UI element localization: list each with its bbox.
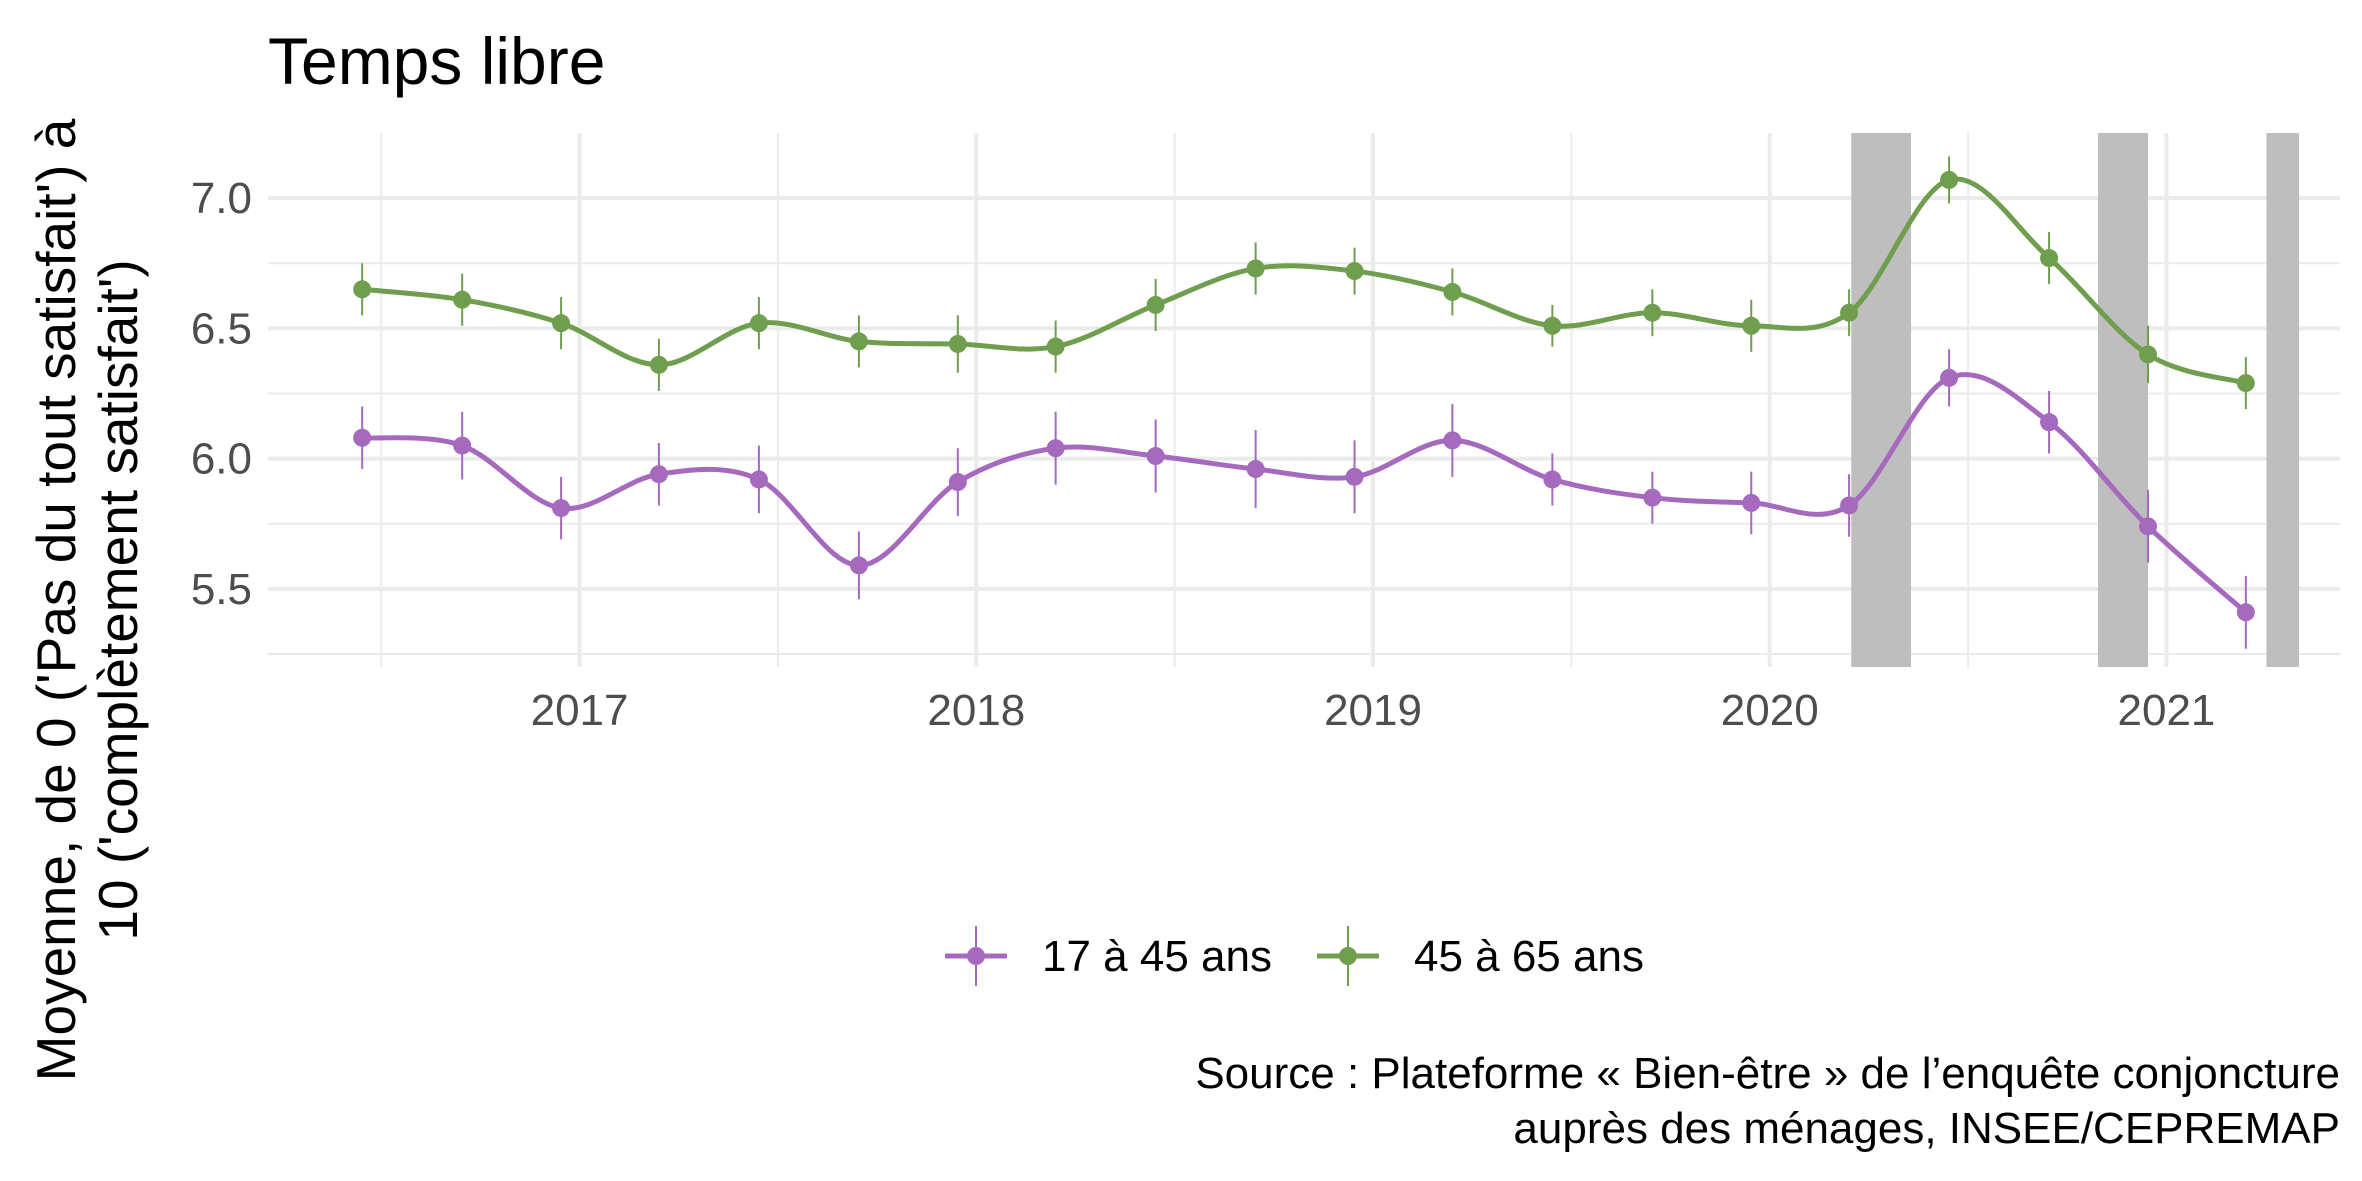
x-tick-label: 2021 — [2118, 686, 2216, 735]
data-point — [2040, 249, 2059, 268]
data-point — [948, 473, 967, 492]
data-point — [1345, 262, 1364, 281]
x-tick-label: 2019 — [1324, 686, 1422, 735]
data-point — [1742, 316, 1761, 335]
caption-line-1: Source : Plateforme « Bien-être » de l’e… — [1195, 1049, 2340, 1098]
data-point — [849, 332, 868, 351]
shaded-period — [2266, 133, 2300, 667]
data-point — [1940, 170, 1959, 189]
y-axis-label: Moyenne, de 0 ('Pas du tout satisfait') … — [25, 118, 149, 1081]
legend-label: 45 à 65 ans — [1414, 932, 1644, 981]
shaded-period — [1851, 133, 1912, 667]
y-tick-label: 6.5 — [191, 304, 252, 353]
data-point — [1742, 493, 1761, 512]
data-point — [749, 470, 768, 489]
data-point — [2236, 374, 2255, 393]
legend-label: 17 à 45 ans — [1042, 932, 1272, 981]
series-2 — [353, 156, 2255, 410]
data-point — [552, 499, 571, 518]
chart-title: Temps libre — [268, 24, 605, 98]
series-1 — [353, 349, 2255, 649]
data-point — [353, 280, 372, 299]
data-point — [1246, 460, 1265, 479]
data-point — [1443, 282, 1462, 301]
legend-key-point — [967, 947, 985, 965]
data-point — [1840, 303, 1859, 322]
caption-line-2: auprès des ménages, INSEE/CEPREMAP — [1513, 1104, 2340, 1153]
legend: 17 à 45 ans 45 à 65 ans — [945, 926, 1644, 986]
data-point — [1643, 488, 1662, 507]
data-point — [1443, 431, 1462, 450]
x-tick-label: 2020 — [1721, 686, 1819, 735]
x-tick-label: 2018 — [927, 686, 1025, 735]
data-point — [2236, 603, 2255, 622]
y-axis-label-line-2: 10 ('complètement satisfait') — [87, 259, 149, 940]
y-tick-label: 5.5 — [191, 565, 252, 614]
data-point — [1643, 303, 1662, 322]
legend-key-point — [1338, 947, 1357, 965]
data-point — [849, 556, 868, 575]
data-point — [1345, 467, 1364, 486]
data-point — [649, 465, 668, 484]
data-point — [1543, 316, 1562, 335]
legend-item-2: 45 à 65 ans — [1316, 926, 1644, 986]
series-line — [361, 372, 2248, 615]
legend-item-1: 17 à 45 ans — [945, 926, 1272, 986]
data-point — [749, 314, 768, 333]
data-point — [1146, 295, 1165, 314]
data-point — [1046, 439, 1065, 458]
y-tick-label: 7.0 — [191, 174, 252, 223]
data-point — [353, 428, 372, 447]
data-point — [2138, 345, 2157, 364]
data-point — [2138, 517, 2157, 536]
data-point — [948, 334, 967, 353]
data-point — [1543, 470, 1562, 489]
series-line — [361, 176, 2247, 386]
shaded-period — [2097, 133, 2148, 667]
x-tick-label: 2017 — [531, 686, 629, 735]
y-tick-label: 6.0 — [191, 435, 252, 484]
data-point — [552, 314, 571, 333]
data-point — [1146, 447, 1165, 466]
data-point — [2040, 413, 2059, 432]
data-point — [649, 355, 668, 374]
data-point — [1940, 368, 1959, 387]
plot-panel: 5.5 6.0 6.5 7.0 2017 2018 2019 2020 2021 — [191, 133, 2340, 735]
data-point — [1046, 337, 1065, 356]
data-point — [453, 436, 472, 455]
y-axis-label-line-1: Moyenne, de 0 ('Pas du tout satisfait') … — [25, 118, 87, 1081]
data-point — [453, 290, 472, 309]
data-point — [1840, 496, 1859, 515]
data-point — [1246, 259, 1265, 278]
